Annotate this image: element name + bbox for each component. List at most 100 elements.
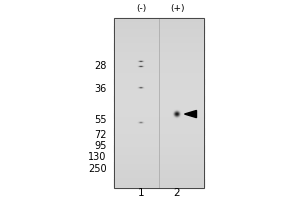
Ellipse shape [175,112,179,116]
Bar [114,132,204,135]
Ellipse shape [174,111,180,117]
Bar [114,32,204,35]
Bar [114,147,204,150]
Ellipse shape [172,110,182,119]
Ellipse shape [173,111,181,118]
Ellipse shape [139,122,143,123]
Bar [114,69,204,71]
Bar [114,122,204,124]
Bar [114,62,204,65]
Bar [114,107,204,109]
Bar [114,124,204,126]
Bar [114,58,204,60]
Ellipse shape [138,87,144,89]
Bar [114,28,204,31]
Bar [114,83,204,86]
Bar [114,143,204,146]
Bar [114,130,204,133]
Bar [114,128,204,131]
Ellipse shape [138,65,144,67]
Bar [114,105,204,107]
Bar [114,66,204,69]
Polygon shape [184,110,196,118]
Bar [114,37,204,39]
Bar [114,183,204,186]
Bar [114,64,204,67]
Ellipse shape [139,66,143,67]
Bar [114,18,204,20]
Ellipse shape [140,122,142,123]
Bar [114,79,204,82]
Bar [114,92,204,94]
Bar [114,81,204,84]
Ellipse shape [139,61,143,62]
Bar [114,60,204,63]
Ellipse shape [173,110,181,118]
Ellipse shape [176,113,178,115]
Bar [114,24,204,26]
Ellipse shape [139,61,143,62]
Ellipse shape [138,66,144,67]
Bar [114,100,204,103]
Bar [114,139,204,141]
Bar [114,94,204,97]
Bar [114,113,204,116]
Bar [114,115,204,118]
Ellipse shape [137,65,145,68]
Ellipse shape [139,87,143,88]
Bar [114,39,204,41]
Bar [114,162,204,165]
Text: 1: 1 [138,188,144,198]
Ellipse shape [139,61,143,62]
Text: 55: 55 [94,115,106,125]
Ellipse shape [140,87,142,88]
Bar [114,26,204,29]
Ellipse shape [140,61,142,62]
Bar [114,109,204,111]
Ellipse shape [138,61,144,62]
Ellipse shape [139,122,143,123]
Ellipse shape [138,61,144,62]
Bar [114,47,204,50]
Bar [114,73,204,75]
Ellipse shape [139,87,143,88]
Bar [114,120,204,122]
Bar [114,71,204,73]
Bar [114,52,204,54]
Bar [114,98,204,101]
Ellipse shape [139,61,143,62]
Ellipse shape [139,87,143,88]
Ellipse shape [140,66,142,67]
Ellipse shape [137,60,145,62]
Bar [114,134,204,137]
Ellipse shape [138,122,144,124]
Ellipse shape [174,112,180,117]
Bar [114,156,204,158]
Bar [114,168,204,171]
Bar [114,88,204,90]
Ellipse shape [139,66,143,67]
Bar [114,141,204,143]
Ellipse shape [176,113,178,115]
Text: 95: 95 [94,141,106,151]
Ellipse shape [140,122,142,123]
Ellipse shape [175,113,179,116]
Bar [114,103,204,105]
Ellipse shape [173,110,181,118]
Ellipse shape [140,87,142,88]
Bar [114,90,204,92]
Bar [114,111,204,114]
Ellipse shape [175,112,179,116]
Ellipse shape [139,122,143,123]
Bar [114,30,204,33]
Ellipse shape [140,66,142,67]
Bar [114,96,204,99]
Bar [114,86,204,88]
Bar [114,126,204,129]
Bar [114,158,204,160]
Bar [114,160,204,162]
Bar [114,164,204,167]
Ellipse shape [139,66,143,67]
Text: (-): (-) [136,4,146,14]
Ellipse shape [138,87,144,89]
